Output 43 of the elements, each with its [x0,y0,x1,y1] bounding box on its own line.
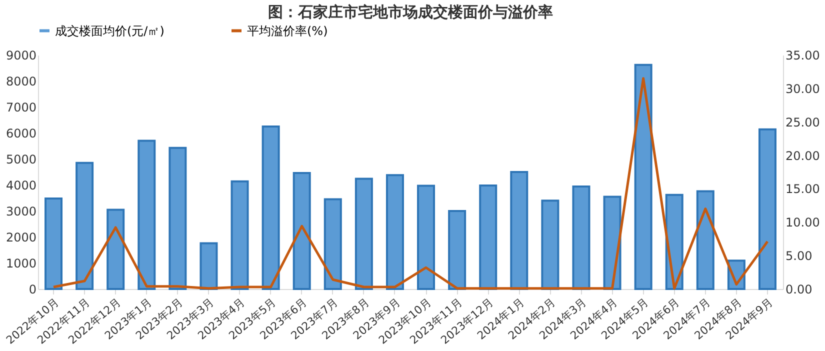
bar [168,146,187,290]
y-tick-label: 2000 [6,230,36,244]
line-series [52,77,769,290]
bar [448,210,466,290]
y-tick-label: 8000 [6,74,36,88]
y2-tick-label: 35.00 [786,48,820,62]
bar [634,64,652,290]
bar [44,198,63,290]
y-tick-label: 4000 [6,178,36,192]
bar [262,126,280,290]
bar [696,190,714,290]
bar [572,186,590,290]
legend-label: 成交楼面均价(元/㎡) [55,24,164,38]
y-tick-label: 7000 [6,100,36,114]
y2-tick-label: 5.00 [786,249,812,264]
y-tick-label: 5000 [6,152,36,166]
bar [292,172,311,290]
bar [324,198,342,290]
bar [230,180,249,290]
bar [758,128,776,290]
chart-title: 图：石家庄市宅地市场成交楼面价与溢价率 [268,3,553,21]
bar [138,140,156,290]
y2-tick-label: 15.00 [786,182,820,196]
y2-tick-label: 0.00 [786,282,812,296]
bar [541,200,560,290]
legend-label: 平均溢价率(%) [247,24,328,38]
y2-tick-label: 25.00 [786,115,820,130]
bar [479,184,498,290]
bar [386,174,404,290]
bar [200,242,218,290]
y-tick-label: 6000 [6,126,36,140]
y2-tick-label: 10.00 [786,216,820,230]
bar [510,171,528,290]
bar [76,162,94,290]
y2-tick-label: 30.00 [786,82,820,96]
y-tick-label: 9000 [6,48,36,62]
bar [106,208,125,290]
y-tick-label: 1000 [6,256,36,270]
bar [417,184,436,290]
y-tick-label: 0 [28,282,36,296]
bar [354,178,373,290]
y2-tick-label: 20.00 [786,148,820,163]
y-tick-label: 3000 [6,204,36,218]
